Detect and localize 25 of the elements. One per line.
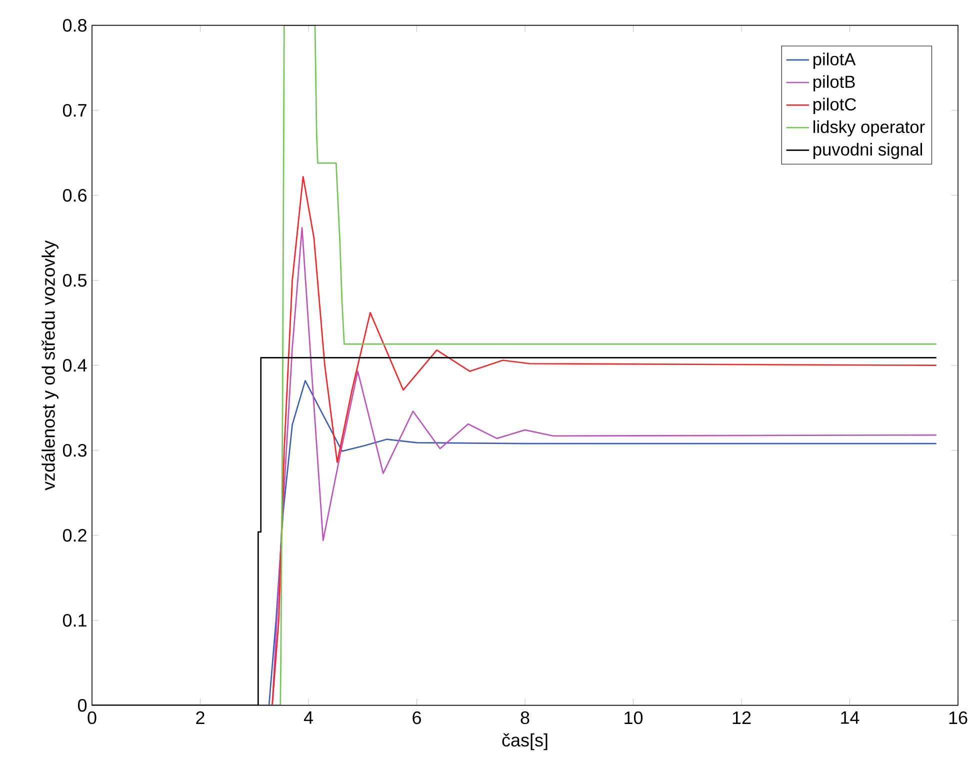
y-tick-label: 0.4: [62, 358, 87, 372]
x-tick-label: 10: [624, 711, 643, 724]
y-tick-label: 0.8: [62, 18, 87, 32]
x-axis-title: čas[s]: [502, 733, 548, 750]
y-tick-label: 0.7: [62, 104, 86, 117]
x-tick-label: 14: [841, 711, 860, 724]
y-tick-label: 0.1: [62, 614, 86, 627]
y-tick-label: 0.5: [62, 274, 87, 287]
y-tick-label: 0.3: [62, 444, 87, 457]
legend-label: pilotA: [813, 52, 856, 69]
y-tick-label: 0.6: [62, 188, 87, 202]
x-tick-label: 8: [520, 711, 530, 724]
x-tick-label: 16: [949, 711, 968, 724]
x-tick-label: 6: [412, 711, 421, 724]
y-tick-label: 0.2: [62, 528, 86, 542]
x-tick-label: 12: [732, 711, 751, 724]
x-tick-label: 0: [88, 711, 96, 724]
legend-label: puvodni signal: [813, 142, 922, 160]
x-tick-label: 2: [196, 711, 204, 724]
x-tick-label: 4: [304, 711, 313, 724]
legend-label: pilotC: [813, 98, 856, 114]
y-tick-label: 0: [78, 698, 87, 712]
legend-label: pilotB: [813, 75, 855, 92]
legend-label: lidsky operator: [814, 120, 925, 136]
y-axis-title: vzdálenost y od středu vozovky: [41, 240, 58, 490]
